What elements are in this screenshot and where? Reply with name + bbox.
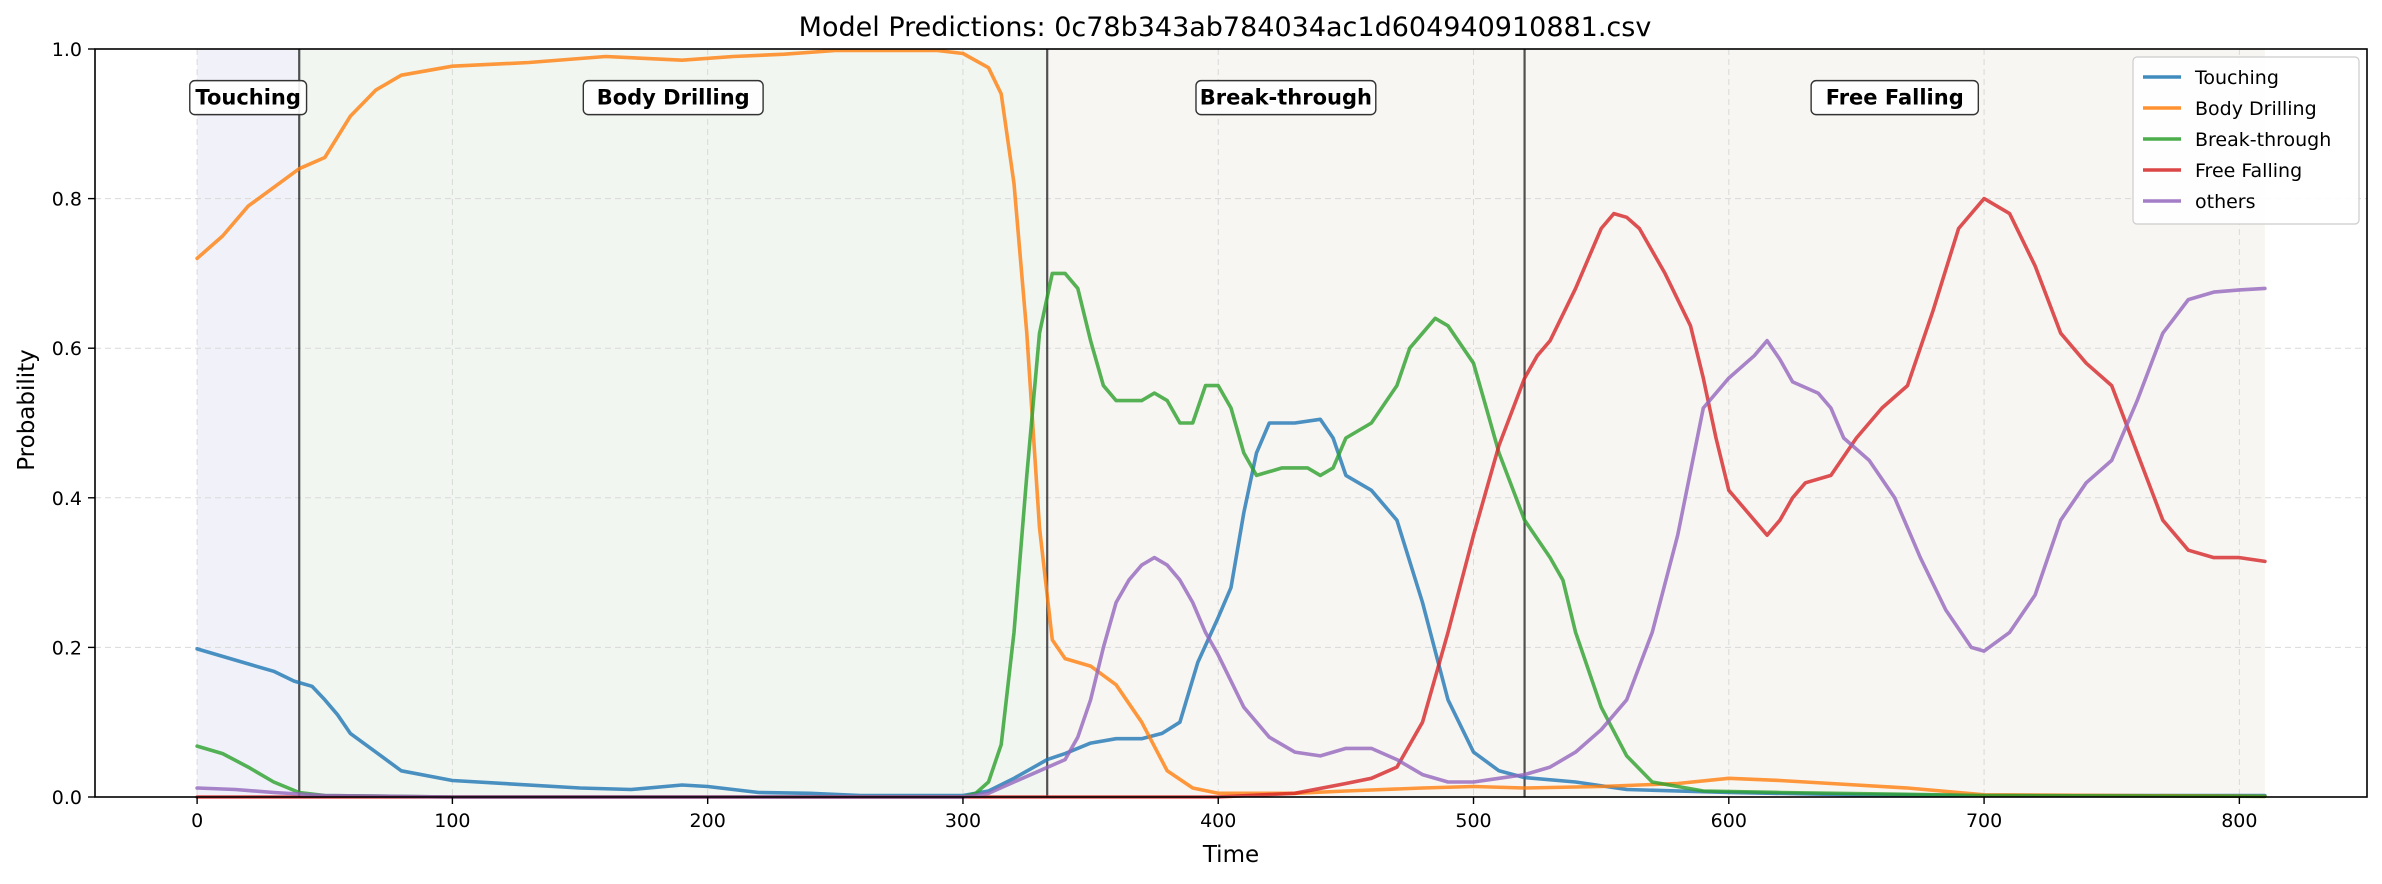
x-tick-label: 400: [1200, 810, 1236, 832]
y-tick-label: 0.4: [52, 488, 82, 510]
y-axis-label: Probability: [14, 349, 40, 471]
legend-label: Touching: [2194, 67, 2279, 89]
phase-label-box: [1195, 79, 1377, 116]
x-tick-label: 800: [2221, 810, 2257, 832]
phase-label-text: Break-through: [1200, 86, 1372, 110]
x-tick-label: 500: [1455, 810, 1491, 832]
x-tick-label: 200: [690, 810, 726, 832]
x-tick-label: 600: [1711, 810, 1747, 832]
x-axis-label: Time: [1202, 842, 1259, 868]
x-tick-label: 0: [191, 810, 203, 832]
phase-label-2: Break-through: [1195, 79, 1377, 116]
legend: Touching Body Drilling Break-through Free F…: [2132, 56, 2360, 225]
plot-frame: [94, 48, 2368, 798]
series-line-break-through: [195, 271, 2267, 799]
y-tick-label: 0.8: [52, 189, 82, 211]
y-tick-label: 0.6: [52, 338, 82, 360]
series-line-free-falling: [195, 196, 2267, 799]
legend-label: Free Falling: [2195, 160, 2302, 182]
axis-layer: 0 100 200 300 400 500 600 700 800 0.0 0.2 0.4 0.6 0.8…: [52, 39, 2368, 832]
phase-label-3: Free Falling: [1810, 79, 1980, 116]
legend-label: others: [2195, 191, 2256, 213]
legend-label: Body Drilling: [2195, 98, 2317, 120]
phase-label-text: Body Drilling: [597, 86, 750, 110]
phase-label-box: [582, 79, 764, 116]
series-layer: [195, 48, 2267, 799]
series-line-body-drilling: [195, 48, 2267, 799]
chart-title: Model Predictions: 0c78b343ab784034ac1d6…: [799, 12, 1652, 43]
phase-label-text: Touching: [195, 86, 301, 110]
series-line-others: [195, 286, 2267, 799]
phase-label-layer: Touching Body Drilling Break-through Free F…: [189, 79, 1980, 116]
phase-label-text: Free Falling: [1826, 86, 1964, 110]
series-line-touching: [195, 417, 2267, 798]
x-tick-label: 700: [1966, 810, 2002, 832]
y-tick-label: 0.2: [52, 637, 82, 659]
phase-label-1: Body Drilling: [582, 79, 764, 116]
phase-region-0: [197, 49, 300, 797]
legend-label: Break-through: [2195, 129, 2331, 151]
legend-box: [2132, 56, 2360, 225]
phase-region-1: [299, 49, 1048, 797]
x-tick-label: 300: [945, 810, 981, 832]
phase-label-box: [1810, 79, 1980, 116]
y-tick-label: 1.0: [52, 39, 82, 61]
phase-label-0: Touching: [189, 79, 308, 116]
y-tick-label: 0.0: [52, 787, 82, 809]
phase-boundary-layer: [298, 49, 1526, 797]
x-tick-label: 100: [434, 810, 470, 832]
phase-label-box: [189, 79, 308, 116]
